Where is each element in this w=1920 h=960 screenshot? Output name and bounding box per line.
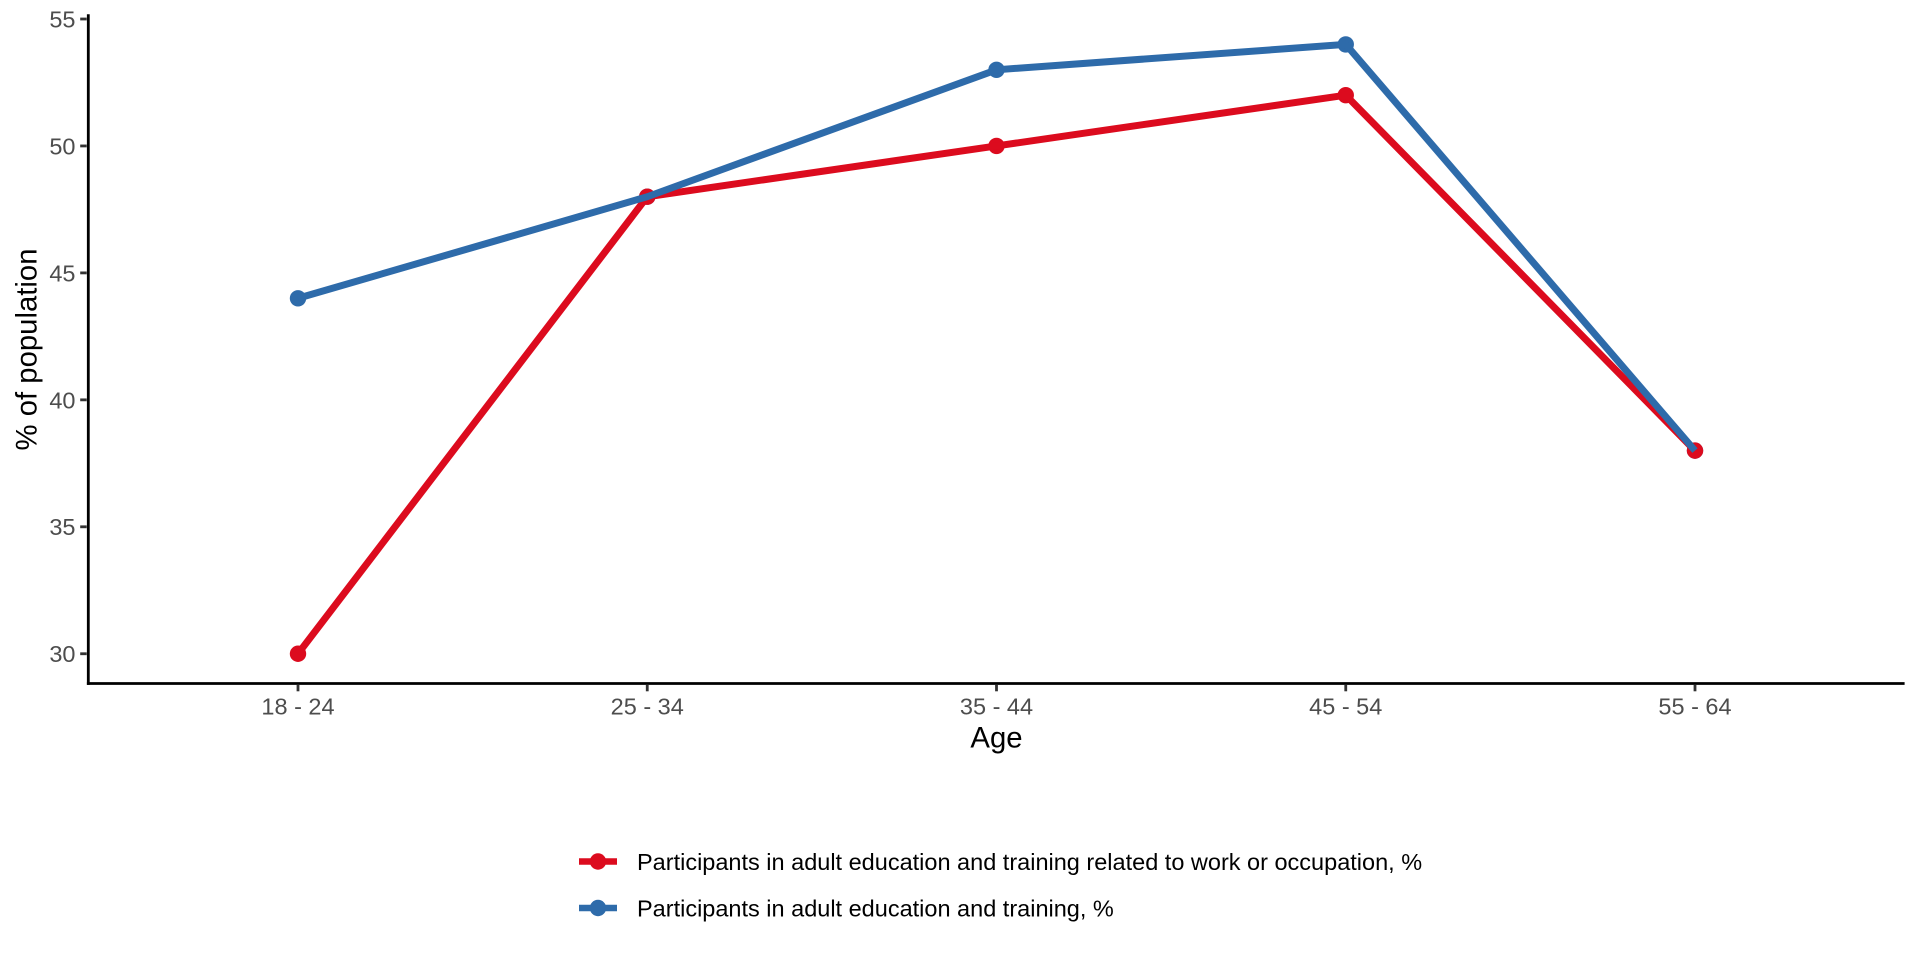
svg-text:35 - 44: 35 - 44 <box>960 693 1033 719</box>
svg-text:50: 50 <box>49 133 75 159</box>
svg-text:Age: Age <box>970 721 1022 754</box>
svg-text:35: 35 <box>49 514 75 540</box>
svg-text:% of population: % of population <box>10 249 43 451</box>
svg-text:Participants in adult educatio: Participants in adult education and trai… <box>637 849 1422 875</box>
svg-text:18 - 24: 18 - 24 <box>261 693 334 719</box>
svg-text:45 - 54: 45 - 54 <box>1309 693 1382 719</box>
svg-text:25 - 34: 25 - 34 <box>611 693 684 719</box>
svg-text:55: 55 <box>49 6 75 32</box>
svg-text:55 - 64: 55 - 64 <box>1658 693 1731 719</box>
svg-text:40: 40 <box>49 387 75 413</box>
svg-text:Participants in adult educatio: Participants in adult education and trai… <box>637 896 1114 922</box>
svg-text:30: 30 <box>49 641 75 667</box>
svg-text:45: 45 <box>49 260 75 286</box>
